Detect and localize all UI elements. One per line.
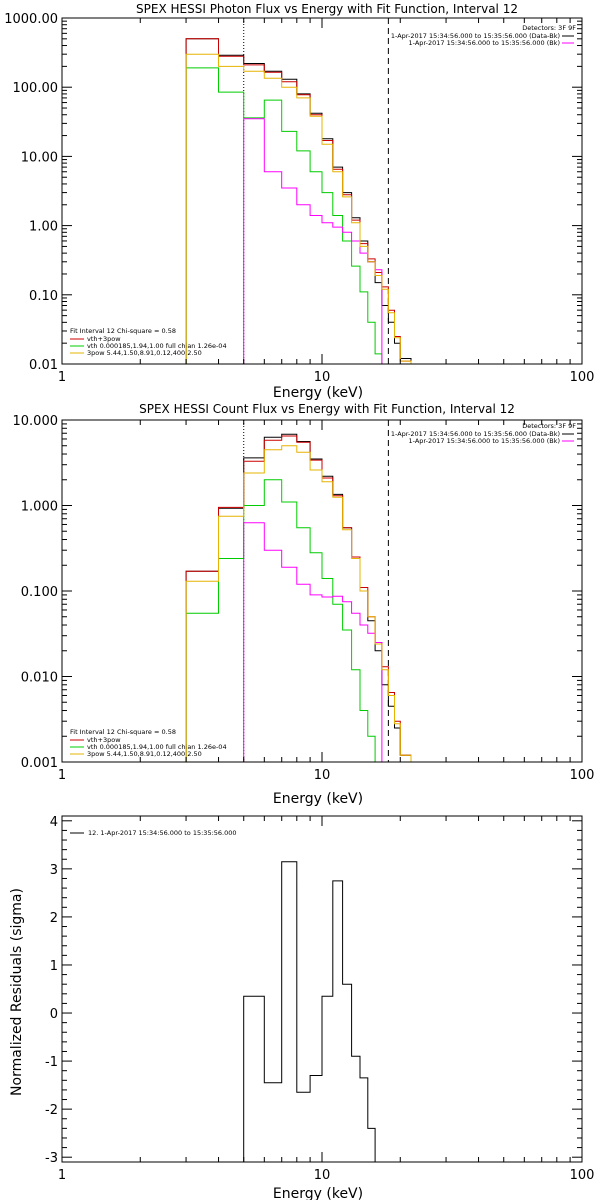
residuals-ylabel: Normalized Residuals (sigma) [9,888,25,1096]
series-line-1-4 [185,445,426,763]
y-tick-label-1: 0.100 [21,585,58,600]
photon-fit-3pow: 3pow 5.44,1.50,8.91,0.12,400,2.50 [87,349,202,357]
residuals-legend-entry: 12. 1-Apr-2017 15:34:56.000 to 15:35:56.… [88,829,237,837]
y-tick-label-2: 4 [50,815,58,830]
photon-flux-title: SPEX HESSI Photon Flux vs Energy with Fi… [136,2,518,16]
y-tick-label-0: 0.10 [29,289,58,304]
photon-legend-header: Detectors: 3F 9F [522,24,576,32]
y-tick-label-2: 3 [50,863,58,878]
count-legend-data-bk: 1-Apr-2017 15:34:56.000 to 15:35:56.000 … [391,430,560,438]
count-flux-panel: SPEX HESSI Count Flux vs Energy with Fit… [70,402,576,807]
x-tick-label-2: 1 [58,1168,66,1183]
x-tick-label-0: 100 [570,370,595,385]
x-tick-label-2: 100 [570,1168,595,1183]
photon-legend-bk: 1-Apr-2017 15:34:56.000 to 15:35:56.000 … [409,39,560,47]
series-line-2-0 [243,861,389,1163]
y-tick-label-1: 1.000 [21,500,58,515]
residuals-xlabel: Energy (keV) [273,1186,363,1200]
x-tick-label-1: 1 [58,768,66,783]
series-line-1-1 [185,435,426,763]
y-tick-label-2: 1 [50,959,58,974]
count-legend-header: Detectors: 3F 9F [522,422,576,430]
y-tick-label-1: 0.001 [21,756,58,771]
series-line-1-2 [185,479,426,763]
series-line-0-1 [185,38,426,365]
photon-fit-header: Fit Interval 12 Chi-square = 0.58 [70,327,176,335]
x-tick-label-1: 10 [314,768,331,783]
residuals-legend: 12. 1-Apr-2017 15:34:56.000 to 15:35:56.… [70,829,237,837]
count-fit-total: vth+3pow [87,736,121,744]
series-line-0-3 [186,118,426,365]
series-line-0-4 [185,53,426,365]
photon-flux-xlabel: Energy (keV) [273,385,363,401]
photon-legend-data-bk: 1-Apr-2017 15:34:56.000 to 15:35:56.000 … [391,32,560,40]
y-tick-label-2: 0 [50,1007,58,1022]
y-tick-label-0: 10.00 [21,150,58,165]
x-tick-label-1: 100 [570,768,595,783]
photon-flux-legend: Detectors: 3F 9F 1-Apr-2017 15:34:56.000… [70,24,576,357]
plot-area-2: 1 10 100 -3 -2 -1 0 1 2 3 4 [45,815,594,1183]
count-flux-legend: Detectors: 3F 9F 1-Apr-2017 15:34:56.000… [70,422,576,758]
series-line-1-3 [186,522,426,763]
x-tick-label-0: 1 [58,370,66,385]
y-tick-label-0: 0.01 [29,358,58,373]
series-line-0-0 [185,38,426,365]
count-flux-title: SPEX HESSI Count Flux vs Energy with Fit… [139,402,515,416]
y-tick-label-1: 0.010 [21,671,58,686]
count-flux-xlabel: Energy (keV) [273,791,363,807]
y-tick-label-0: 1000.00 [4,12,58,27]
x-tick-label-0: 10 [314,370,331,385]
count-fit-vth: vth 0.000185,1.94,1.00 full chian 1.26e-… [87,743,227,751]
y-tick-label-0: 1.00 [29,220,58,235]
axes-frame-2 [61,815,583,1163]
series-line-0-2 [185,67,426,365]
photon-fit-vth: vth 0.000185,1.94,1.00 full chian 1.26e-… [87,342,227,350]
count-legend-bk: 1-Apr-2017 15:34:56.000 to 15:35:56.000 … [409,437,560,445]
y-tick-label-2: -1 [45,1055,58,1070]
residuals-panel: Energy (keV) Normalized Residuals (sigma… [9,829,363,1200]
y-tick-label-2: -2 [45,1103,58,1118]
y-tick-label-2: -3 [45,1151,58,1166]
count-fit-header: Fit Interval 12 Chi-square = 0.58 [70,728,176,736]
x-tick-label-2: 10 [314,1168,331,1183]
y-tick-label-1: 10.000 [13,414,59,429]
plot-area-0: 1 10 100 0.01 0.10 1.00 10.00 100.00 1000.00 [4,12,594,385]
photon-fit-total: vth+3pow [87,335,121,343]
plot-area-1: 1 10 100 0.001 0.010 0.100 1.000 10.000 [13,414,595,783]
y-tick-label-0: 100.00 [13,81,59,96]
y-tick-label-2: 2 [50,911,58,926]
count-fit-3pow: 3pow 5.44,1.50,8.91,0.12,400,2.50 [87,750,202,758]
photon-flux-panel: SPEX HESSI Photon Flux vs Energy with Fi… [70,2,576,401]
series-line-1-0 [185,433,426,763]
